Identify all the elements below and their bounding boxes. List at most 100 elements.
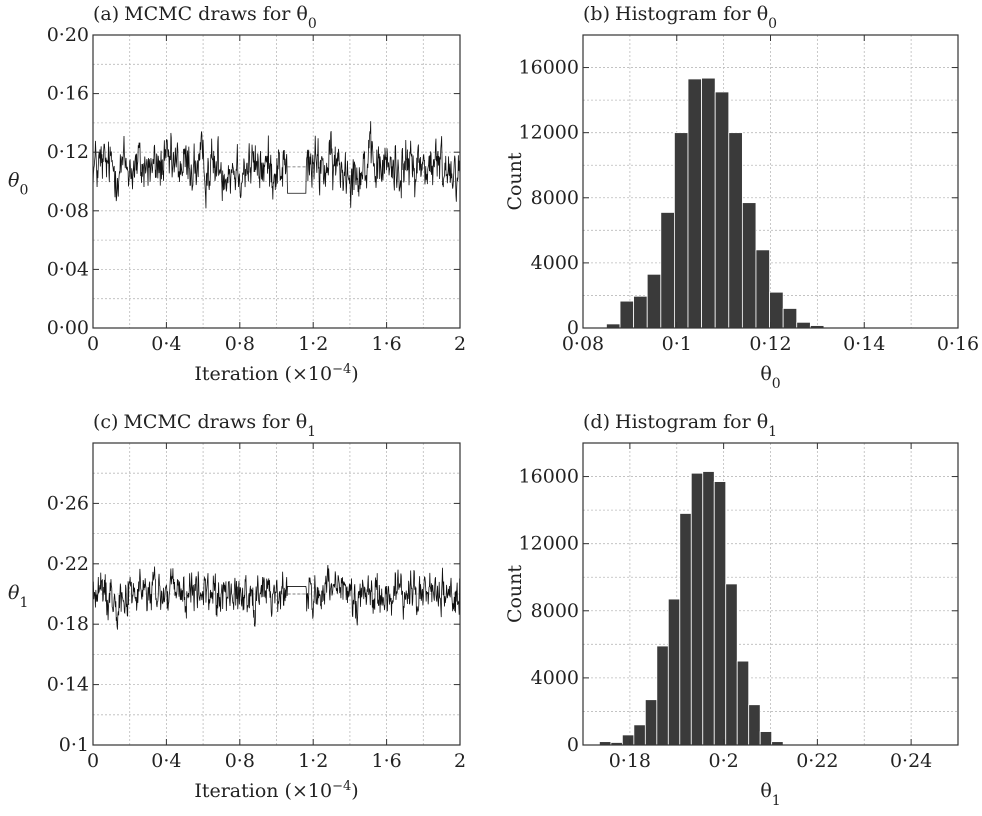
y-tick-label-text: 4000: [531, 667, 579, 689]
histogram-bar: [713, 481, 727, 746]
title-text: MCMC draws for θ: [123, 411, 307, 433]
y-tick-label-text: 16000: [519, 466, 579, 488]
y-tick-label: 0·00: [47, 317, 89, 339]
histogram-bar: [755, 249, 770, 329]
y-tick-label: 16000: [519, 57, 579, 79]
x-tick-label: 0·2: [709, 750, 739, 772]
x-tick-label: 1·6: [371, 333, 401, 355]
histogram-bar: [769, 291, 784, 329]
y-tick-label: 0·04: [47, 258, 89, 280]
histogram-bar: [714, 91, 730, 329]
x-axis-label-b: θ0: [760, 363, 780, 392]
panel-a: 0 0·4 0·8 1·2 1·6 2 0·00 0·04 0·08 0·12 0·16 0·20(a…: [8, 3, 466, 385]
x-tick-label-text: 0·24: [890, 750, 932, 772]
y-tick-label: 0·1: [59, 734, 89, 756]
histogram-bar: [690, 472, 704, 746]
x-tick-label: 0·08: [562, 333, 604, 355]
y-tick-label: 4000: [531, 667, 579, 689]
y-axis-label-subscript: 0: [19, 183, 28, 199]
x-axis-label-d: θ1: [760, 780, 780, 809]
x-tick-label-text: 0·18: [609, 750, 651, 772]
x-axis-label-end: ): [351, 780, 358, 802]
histogram-bar: [674, 132, 689, 329]
x-tick-label-text: 0: [87, 333, 99, 355]
histogram-bar: [736, 660, 750, 746]
x-tick-label: 0·22: [796, 750, 838, 772]
y-tick-label-text: 0·08: [47, 200, 89, 222]
x-tick-label: 0·16: [937, 333, 979, 355]
y-tick-label-text: 0·26: [47, 492, 89, 514]
x-tick-label: 1·6: [371, 750, 401, 772]
y-tick-label: 8000: [531, 187, 579, 209]
y-tick-label-text: 4000: [531, 252, 579, 274]
y-tick-label: 0·26: [47, 492, 89, 514]
y-tick-label-text: 0·20: [47, 24, 89, 46]
y-tick-label-text: 0·22: [47, 553, 89, 575]
histogram-bar: [741, 202, 757, 329]
x-tick-label-text: 0·14: [843, 333, 885, 355]
x-tick-label: 0: [87, 333, 99, 355]
x-tick-label-text: 0·22: [796, 750, 838, 772]
x-tick-label: 0·24: [890, 750, 932, 772]
histogram-bar: [728, 132, 743, 329]
y-tick-label-text: 0·16: [47, 83, 89, 105]
bars-b: [606, 77, 825, 329]
grid-a: [93, 35, 460, 328]
panel-c: 0 0·4 0·8 1·2 1·6 2 0·1 0·14 0·18 0·22 0·26 (c) MCMC…: [8, 411, 466, 802]
y-axis-label-a: θ0: [8, 170, 28, 199]
panel-d: 0·18 0·2 0·22 0·24 0 4000 8000 12000 16000 (d) His…: [504, 411, 959, 809]
grid-d: [583, 443, 958, 745]
y-tick-label-text: 16000: [519, 57, 579, 79]
y-tick-label-text: 8000: [531, 600, 579, 622]
title-text: MCMC draws for θ: [124, 3, 308, 25]
y-tick-label: 12000: [519, 122, 579, 144]
mcmc-trace-line: [92, 564, 461, 630]
histogram-bar: [702, 471, 715, 746]
x-tick-label-text: 0: [87, 750, 99, 772]
title-prefix: (c): [93, 411, 118, 433]
plot-frame-c: [92, 442, 461, 746]
y-tick-label-text: 0·00: [47, 317, 89, 339]
x-axis-label-main: Iteration (×10: [194, 780, 332, 802]
y-axis-label-d: Count: [504, 565, 526, 623]
histogram-bar: [782, 308, 798, 329]
grid-b: [583, 35, 958, 328]
y-tick-label: 0·18: [47, 613, 89, 635]
grid-c: [93, 443, 460, 745]
y-tick-label: 0·12: [47, 141, 89, 163]
histogram-bar: [796, 321, 811, 329]
y-tick-label: 0·20: [47, 24, 89, 46]
x-tick-label: 0·1: [662, 333, 692, 355]
y-tick-label: 0: [567, 734, 579, 756]
histogram-bar: [644, 699, 658, 746]
panel-title-c: (c) MCMC draws for θ1: [93, 411, 316, 440]
x-tick-label: 0·4: [151, 750, 181, 772]
title-text: Histogram for θ: [615, 3, 768, 25]
x-axis-label-main: θ: [760, 780, 771, 802]
x-tick-label-text: 0·2: [709, 750, 739, 772]
x-tick-label: 0·14: [843, 333, 885, 355]
x-tick-label: 0·18: [609, 750, 651, 772]
panel-b: 0·08 0·1 0·12 0·14 0·16 0 4000 8000 12000 16000 (b…: [504, 3, 979, 392]
x-tick-label-text: 1·6: [371, 750, 401, 772]
y-tick-label-text: 0: [567, 734, 579, 756]
title-text: Histogram for θ: [615, 411, 768, 433]
mcmc-trace-line: [92, 121, 461, 209]
histogram-bar: [633, 295, 648, 329]
x-tick-label-text: 1·2: [298, 333, 328, 355]
title-prefix: (a): [93, 3, 119, 25]
y-tick-label: 0·22: [47, 553, 89, 575]
panel-title-b: (b) Histogram for θ0: [583, 3, 777, 32]
histogram-bar: [687, 78, 702, 329]
panel-title-d: (d) Histogram for θ1: [583, 411, 777, 440]
y-tick-label-text: 0·12: [47, 141, 89, 163]
x-tick-label-text: 2: [454, 750, 466, 772]
title-subscript: 1: [307, 424, 316, 440]
x-axis-label-superscript: −4: [332, 779, 351, 794]
y-axis-label-main: Count: [504, 565, 526, 623]
x-axis-label-main: θ: [760, 363, 771, 385]
y-tick-label-text: 0·14: [47, 674, 89, 696]
x-tick-label-text: 1·2: [298, 750, 328, 772]
y-tick-label: 4000: [531, 252, 579, 274]
y-tick-label-text: 8000: [531, 187, 579, 209]
